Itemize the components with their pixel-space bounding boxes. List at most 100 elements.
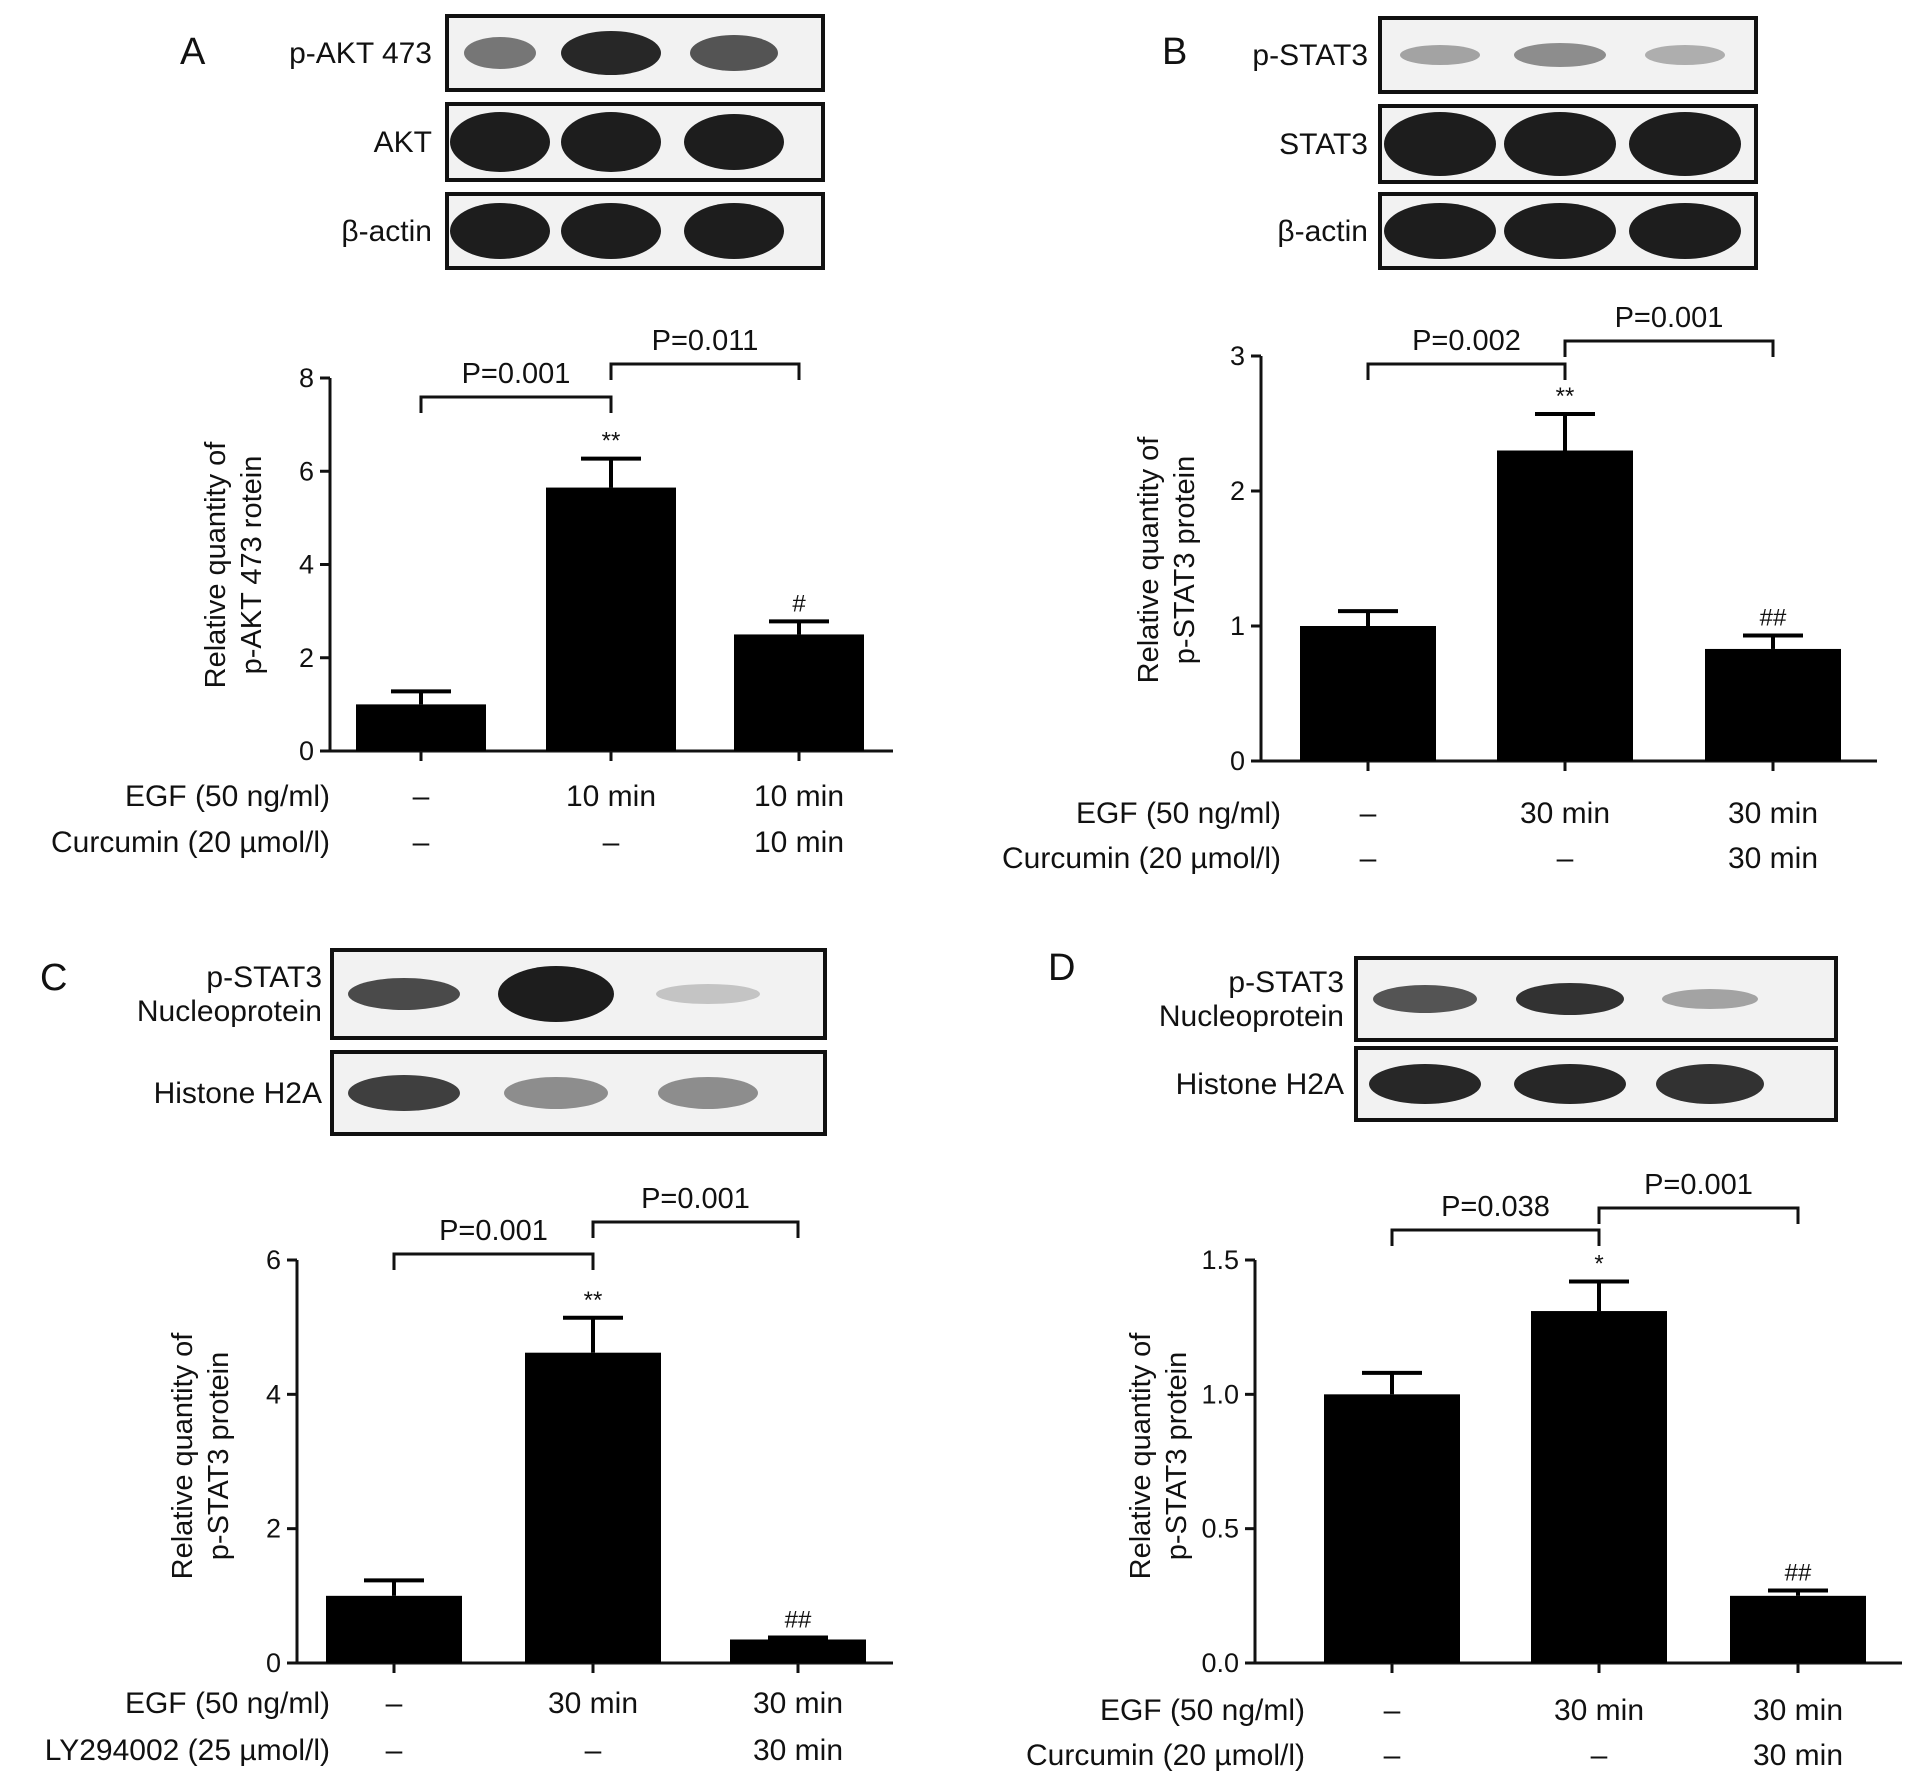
blot-band xyxy=(1645,45,1725,65)
treatment-value: 30 min xyxy=(1753,1694,1843,1727)
blot-label: p-AKT 473 xyxy=(289,37,432,70)
significance-mark: # xyxy=(792,590,806,617)
treatment-value: – xyxy=(386,1687,403,1720)
blot-label: p-STAT3 xyxy=(206,961,322,994)
blot-band xyxy=(1384,112,1496,176)
blot-band xyxy=(561,112,661,172)
blot-band xyxy=(1629,112,1741,176)
blot-band xyxy=(1656,1064,1764,1104)
y-tick-label: 0 xyxy=(299,736,314,766)
bracket-line xyxy=(1597,1206,1800,1224)
blot-band xyxy=(1504,203,1616,259)
western-blot-1: STAT3 xyxy=(1279,104,1758,184)
bar xyxy=(546,487,676,751)
western-blot-2: β-actin xyxy=(1277,192,1758,270)
p-value-label: P=0.002 xyxy=(1412,325,1521,357)
y-axis-label: Relative quantity of p-STAT3 protein xyxy=(1133,436,1201,684)
comparison-bracket: P=0.001 xyxy=(392,1215,595,1270)
treatment-value: – xyxy=(1360,842,1377,875)
western-blot-2: β-actin xyxy=(341,192,825,270)
blot-band xyxy=(348,1075,460,1111)
blot-band xyxy=(684,203,784,259)
blot-band xyxy=(450,112,550,172)
comparison-bracket: P=0.001 xyxy=(1563,302,1775,357)
bracket-line xyxy=(609,362,801,380)
y-axis-label-line: Relative quantity of xyxy=(200,441,232,689)
y-tick-label: 1 xyxy=(1230,611,1245,641)
significance-mark: ** xyxy=(584,1287,603,1314)
y-axis-label-line: Relative quantity of xyxy=(1133,436,1165,684)
panel-letter: C xyxy=(40,957,67,999)
significance-mark: ** xyxy=(602,428,621,455)
treatment-value: – xyxy=(585,1734,602,1767)
blot-band xyxy=(1373,985,1477,1013)
blot-label: Histone H2A xyxy=(1176,1068,1344,1101)
significance-mark: * xyxy=(1594,1250,1603,1277)
y-axis-label-line: p-STAT3 protein xyxy=(203,1352,235,1560)
blot-band xyxy=(504,1077,608,1109)
blot-frame xyxy=(1378,16,1758,94)
blot-label: p-STAT3 xyxy=(1228,966,1344,999)
blot-band xyxy=(450,203,550,259)
p-value-label: P=0.001 xyxy=(1615,302,1724,334)
bar xyxy=(1324,1394,1460,1663)
bracket-line xyxy=(591,1220,800,1238)
comparison-bracket: P=0.038 xyxy=(1390,1191,1601,1246)
comparison-bracket: P=0.001 xyxy=(419,358,613,413)
blot-band xyxy=(1629,203,1741,259)
blot-band xyxy=(1369,1064,1481,1104)
y-axis-label-line: p-STAT3 protein xyxy=(1161,1352,1193,1560)
y-tick-label: 4 xyxy=(299,550,314,580)
treatment-label: EGF (50 ng/ml) xyxy=(1100,1694,1305,1727)
y-tick-label: 1.0 xyxy=(1201,1379,1239,1409)
blot-label: STAT3 xyxy=(1279,128,1368,161)
treatment-label: Curcumin (20 µmol/l) xyxy=(51,826,330,859)
y-tick-label: 4 xyxy=(266,1379,281,1409)
panel-letter: A xyxy=(180,31,206,73)
p-value-label: P=0.011 xyxy=(652,325,759,357)
bar xyxy=(1705,648,1841,761)
y-tick-label: 6 xyxy=(299,456,314,486)
y-tick-label: 2 xyxy=(299,643,314,673)
western-blot-1: Histone H2A xyxy=(1176,1046,1838,1122)
blot-band xyxy=(348,978,460,1010)
treatment-value: 30 min xyxy=(548,1687,638,1720)
bar xyxy=(326,1595,462,1663)
blot-band xyxy=(498,966,614,1022)
treatment-value: – xyxy=(1384,1694,1401,1727)
y-axis-label: Relative quantity of p-STAT3 protein xyxy=(167,1332,235,1580)
treatment-value: – xyxy=(413,780,430,813)
blot-band xyxy=(561,31,661,75)
bar xyxy=(1730,1595,1866,1663)
blot-band xyxy=(1504,112,1616,176)
p-value-label: P=0.001 xyxy=(439,1215,548,1247)
western-blot-1: Histone H2A xyxy=(154,1050,827,1136)
p-value-label: P=0.001 xyxy=(462,358,571,390)
bar xyxy=(525,1352,661,1663)
blot-band xyxy=(658,1077,758,1109)
bracket-line xyxy=(419,395,613,413)
y-tick-label: 2 xyxy=(266,1514,281,1544)
treatment-label: LY294002 (25 µmol/l) xyxy=(45,1734,330,1767)
y-axis-label-line: Relative quantity of xyxy=(1125,1332,1157,1580)
blot-label: Histone H2A xyxy=(154,1077,322,1110)
y-axis-label-line: Relative quantity of xyxy=(167,1332,199,1580)
treatment-value: 30 min xyxy=(753,1734,843,1767)
significance-mark: ## xyxy=(1785,1559,1812,1586)
treatment-label: Curcumin (20 µmol/l) xyxy=(1002,842,1281,875)
panel-letter: B xyxy=(1162,31,1187,73)
p-value-label: P=0.001 xyxy=(641,1183,750,1215)
blot-label: β-actin xyxy=(341,215,432,248)
blot-band xyxy=(1514,43,1606,67)
y-tick-label: 0.5 xyxy=(1201,1514,1239,1544)
treatment-value: – xyxy=(1384,1739,1401,1772)
y-axis-label: Relative quantity of p-AKT 473 rotein xyxy=(200,441,268,689)
blot-band xyxy=(1516,983,1624,1015)
treatment-value: 10 min xyxy=(754,780,844,813)
treatment-label: EGF (50 ng/ml) xyxy=(125,1687,330,1720)
